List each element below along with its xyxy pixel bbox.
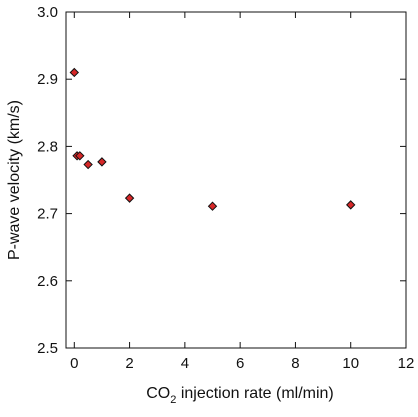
plot-frame xyxy=(65,11,407,349)
x-axis-title-subscript: 2 xyxy=(170,394,176,406)
data-point xyxy=(97,157,107,167)
x-axis-title-suffix: injection rate (ml/min) xyxy=(176,385,333,402)
data-point xyxy=(346,200,356,210)
data-point xyxy=(207,201,218,211)
data-point xyxy=(75,151,85,161)
y-axis-title: P-wave velocity (km/s) xyxy=(6,100,23,260)
x-axis-title-prefix: CO xyxy=(146,385,170,402)
x-tick-label: 0 xyxy=(70,355,78,372)
data-point xyxy=(124,193,135,203)
y-tick-label: 2.8 xyxy=(37,138,58,155)
y-tick-label: 2.6 xyxy=(37,273,58,290)
x-tick-label: 6 xyxy=(236,355,244,372)
data-points xyxy=(69,67,356,211)
x-tick-label: 12 xyxy=(398,355,415,372)
x-tick-label: 4 xyxy=(181,355,189,372)
y-tick-label: 2.9 xyxy=(37,71,58,88)
x-tick-label: 10 xyxy=(342,355,359,372)
data-point xyxy=(83,159,93,170)
data-point xyxy=(69,67,79,78)
x-tick-label: 8 xyxy=(291,355,299,372)
y-tick-label: 2.5 xyxy=(37,340,58,357)
plot-area-border xyxy=(65,11,407,349)
y-axis-ticks: 2.5 2.6 2.7 2.8 2.9 3.0 xyxy=(37,4,406,357)
x-axis-ticks: 0 2 4 6 8 10 12 xyxy=(70,12,414,372)
x-axis-title: CO2 injection rate (ml/min) xyxy=(146,385,334,406)
y-tick-label: 3.0 xyxy=(37,4,58,21)
x-tick-label: 2 xyxy=(125,355,133,372)
y-tick-label: 2.7 xyxy=(37,206,58,223)
